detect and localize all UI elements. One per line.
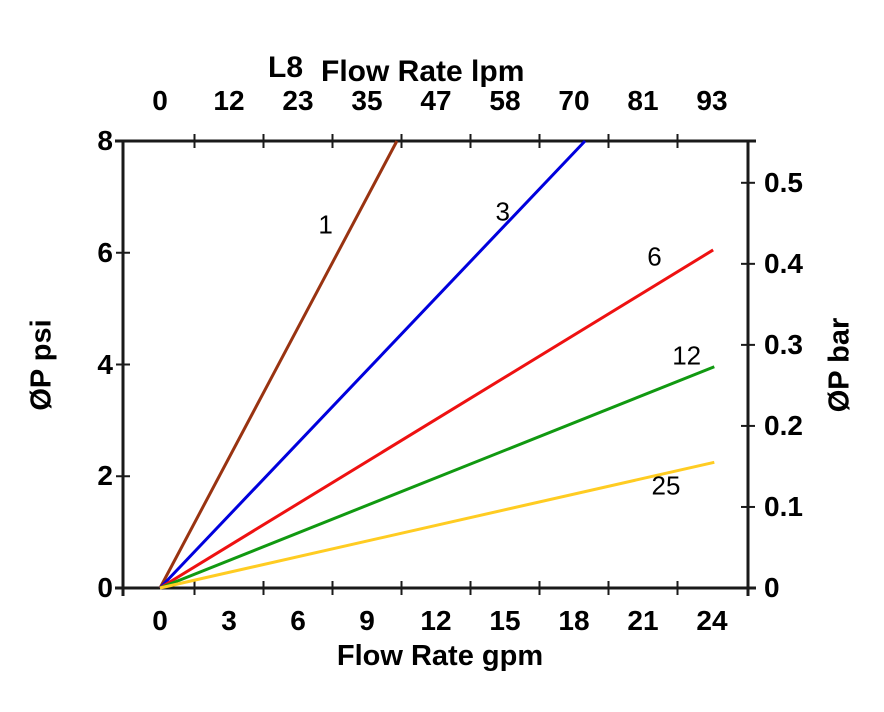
top-tick-label: 47 [420, 85, 452, 116]
bottom-tick-label: 0 [152, 605, 168, 636]
right-tick-label: 0 [764, 572, 780, 603]
right-tick-label: 0.5 [764, 166, 803, 198]
top-tick-label: 23 [282, 85, 314, 116]
curve-label-3: 3 [495, 196, 510, 227]
right-tick-label: 0.1 [764, 490, 803, 522]
bottom-tick-label: 18 [558, 605, 590, 636]
series-line-3 [158, 139, 587, 590]
bottom-tick-label: 3 [221, 605, 237, 636]
bottom-tick-label: 24 [696, 605, 728, 636]
chart-title-main: Flow Rate lpm [321, 55, 525, 88]
bottom-tick-label: 6 [290, 605, 306, 636]
top-tick-label: 93 [696, 85, 728, 116]
curve-label-6: 6 [647, 241, 662, 272]
series-line-12 [159, 365, 715, 590]
top-tick-label: 70 [558, 85, 590, 116]
left-tick-label: 4 [97, 348, 113, 380]
series-line-1 [158, 140, 399, 589]
curve-label-1: 1 [318, 209, 333, 240]
top-tick-label: 81 [627, 85, 659, 116]
series-line-6 [159, 248, 714, 590]
right-tick-label: 0.4 [764, 247, 803, 279]
curve-label-12: 12 [672, 340, 702, 371]
chart-title-prefix: L8 [268, 51, 304, 84]
right-tick-label: 0.3 [764, 328, 803, 360]
curve-label-25: 25 [651, 470, 681, 501]
bottom-tick-label: 9 [359, 605, 375, 636]
top-tick-label: 12 [213, 85, 245, 116]
bottom-tick-label: 15 [489, 605, 521, 636]
bottom-tick-label: 21 [627, 605, 659, 636]
left-tick-label: 8 [97, 125, 113, 156]
right-tick-label: 0.2 [764, 409, 803, 441]
series-line-25 [159, 460, 715, 590]
top-tick-label: 0 [152, 85, 168, 116]
bottom-tick-label: 12 [420, 605, 452, 636]
top-tick-label: 58 [489, 85, 521, 116]
left-tick-label: 6 [97, 236, 113, 268]
bottom-axis-title: Flow Rate gpm [336, 640, 544, 672]
left-tick-label: 0 [97, 572, 113, 603]
left-tick-label: 2 [97, 460, 113, 492]
top-tick-label: 35 [351, 85, 383, 116]
top-axis-title: L8 Flow Rate lpm [268, 51, 525, 89]
